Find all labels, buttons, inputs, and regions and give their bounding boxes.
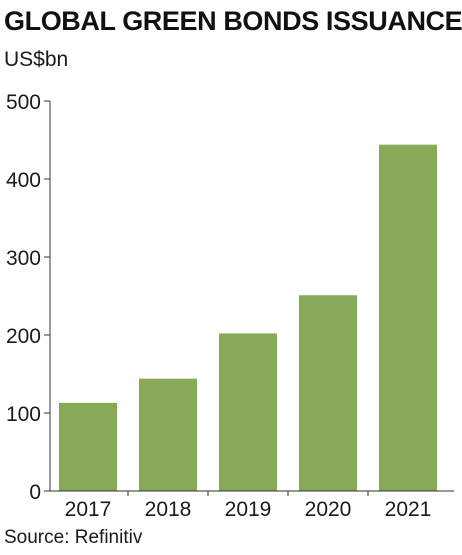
x-tick-label-2020: 2020 (305, 498, 352, 521)
bars (59, 144, 437, 491)
bar-2018 (139, 378, 197, 491)
x-tick-label-2019: 2019 (225, 498, 272, 521)
y-tick-label: 500 (6, 91, 41, 114)
y-axis-unit-label: US$bn (4, 48, 69, 71)
bar-2017 (59, 402, 117, 491)
source-note: Source: Refinitiv (4, 527, 143, 548)
y-tick-label: 200 (6, 325, 41, 348)
bar-2020 (299, 295, 357, 491)
chart-title: GLOBAL GREEN BONDS ISSUANCE (4, 6, 462, 36)
bar-2019 (219, 333, 277, 491)
bar-2021 (379, 144, 437, 491)
x-tick-label-2021: 2021 (385, 498, 432, 521)
x-axis: 2017 2018 2019 2020 2021 (50, 490, 454, 521)
x-tick-label-2018: 2018 (145, 498, 192, 521)
x-tick-label-2017: 2017 (65, 498, 112, 521)
y-tick-label: 300 (6, 247, 41, 270)
y-tick-label: 0 (29, 481, 41, 504)
y-tick-label: 400 (6, 169, 41, 192)
y-tick-label: 100 (6, 403, 41, 426)
y-axis: 0 100 200 300 400 500 (6, 91, 51, 504)
